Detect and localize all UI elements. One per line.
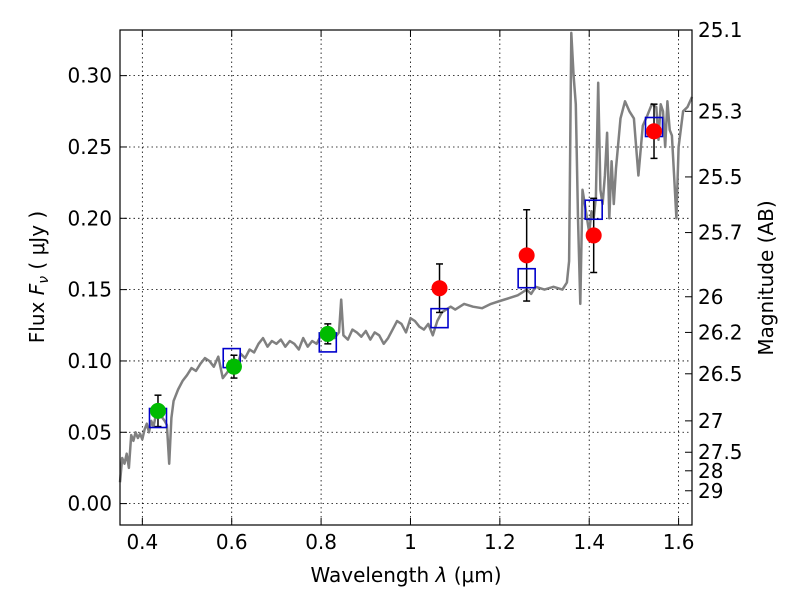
y2-tick-label: 26.5 — [698, 362, 743, 386]
x-tick-label: 0.4 — [126, 530, 158, 554]
ground-data-point — [149, 402, 166, 419]
y-tick-label: 0.15 — [67, 278, 112, 302]
spectrum-line — [118, 31, 694, 483]
y-tick-label: 0.30 — [67, 64, 112, 88]
hst-data-point — [646, 123, 663, 140]
y2-tick-label: 25.7 — [698, 221, 743, 245]
y2-tick-label: 25.1 — [698, 18, 743, 42]
hst-data-point — [431, 280, 448, 297]
y-axis-title: Flux Fν ( μJy ) — [25, 211, 52, 343]
x-axis-title: Wavelength λ (μm) — [310, 563, 501, 587]
y2-tick-label: 27.5 — [698, 440, 743, 464]
y2-tick-label: 26 — [698, 285, 723, 309]
y-tick-label: 0.10 — [67, 349, 112, 373]
y2-tick-label: 27 — [698, 409, 723, 433]
x-tick-label: 0.8 — [305, 530, 337, 554]
points-layer — [148, 103, 664, 429]
y2-tick-label: 25.3 — [698, 99, 743, 123]
model-box-point — [584, 199, 603, 221]
ground-data-point — [225, 358, 242, 375]
y-tick-label: 0.20 — [67, 206, 112, 230]
x-tick-label: 1 — [404, 530, 417, 554]
y-tick-label: 0.00 — [67, 492, 112, 516]
ticks-layer — [120, 29, 692, 525]
y-tick-label: 0.05 — [67, 420, 112, 444]
hst-data-point — [585, 227, 602, 244]
model-box-point — [517, 267, 536, 289]
y2-tick-label: 26.2 — [698, 320, 743, 344]
ground-data-point — [319, 325, 336, 342]
x-tick-label: 0.6 — [216, 530, 248, 554]
y2-tick-label: 29 — [698, 479, 723, 503]
hst-data-point — [518, 247, 535, 264]
y-tick-label: 0.25 — [67, 135, 112, 159]
x-tick-label: 1.2 — [484, 530, 516, 554]
y2-axis-title: Magnitude (AB) — [754, 200, 778, 355]
x-tick-label: 1.6 — [663, 530, 695, 554]
plot-frame — [119, 29, 693, 526]
tick-labels-layer: 0.4 0.6 0.8 1 1.2 1.4 1.6 0.00 0.05 0.10 0.15 0.20 0… — [67, 18, 742, 554]
x-tick-label: 1.4 — [573, 530, 605, 554]
y2-tick-label: 28 — [698, 459, 723, 483]
model-box-point — [430, 307, 449, 329]
spectrum-layer — [118, 31, 694, 483]
y2-tick-label: 25.5 — [698, 165, 743, 189]
